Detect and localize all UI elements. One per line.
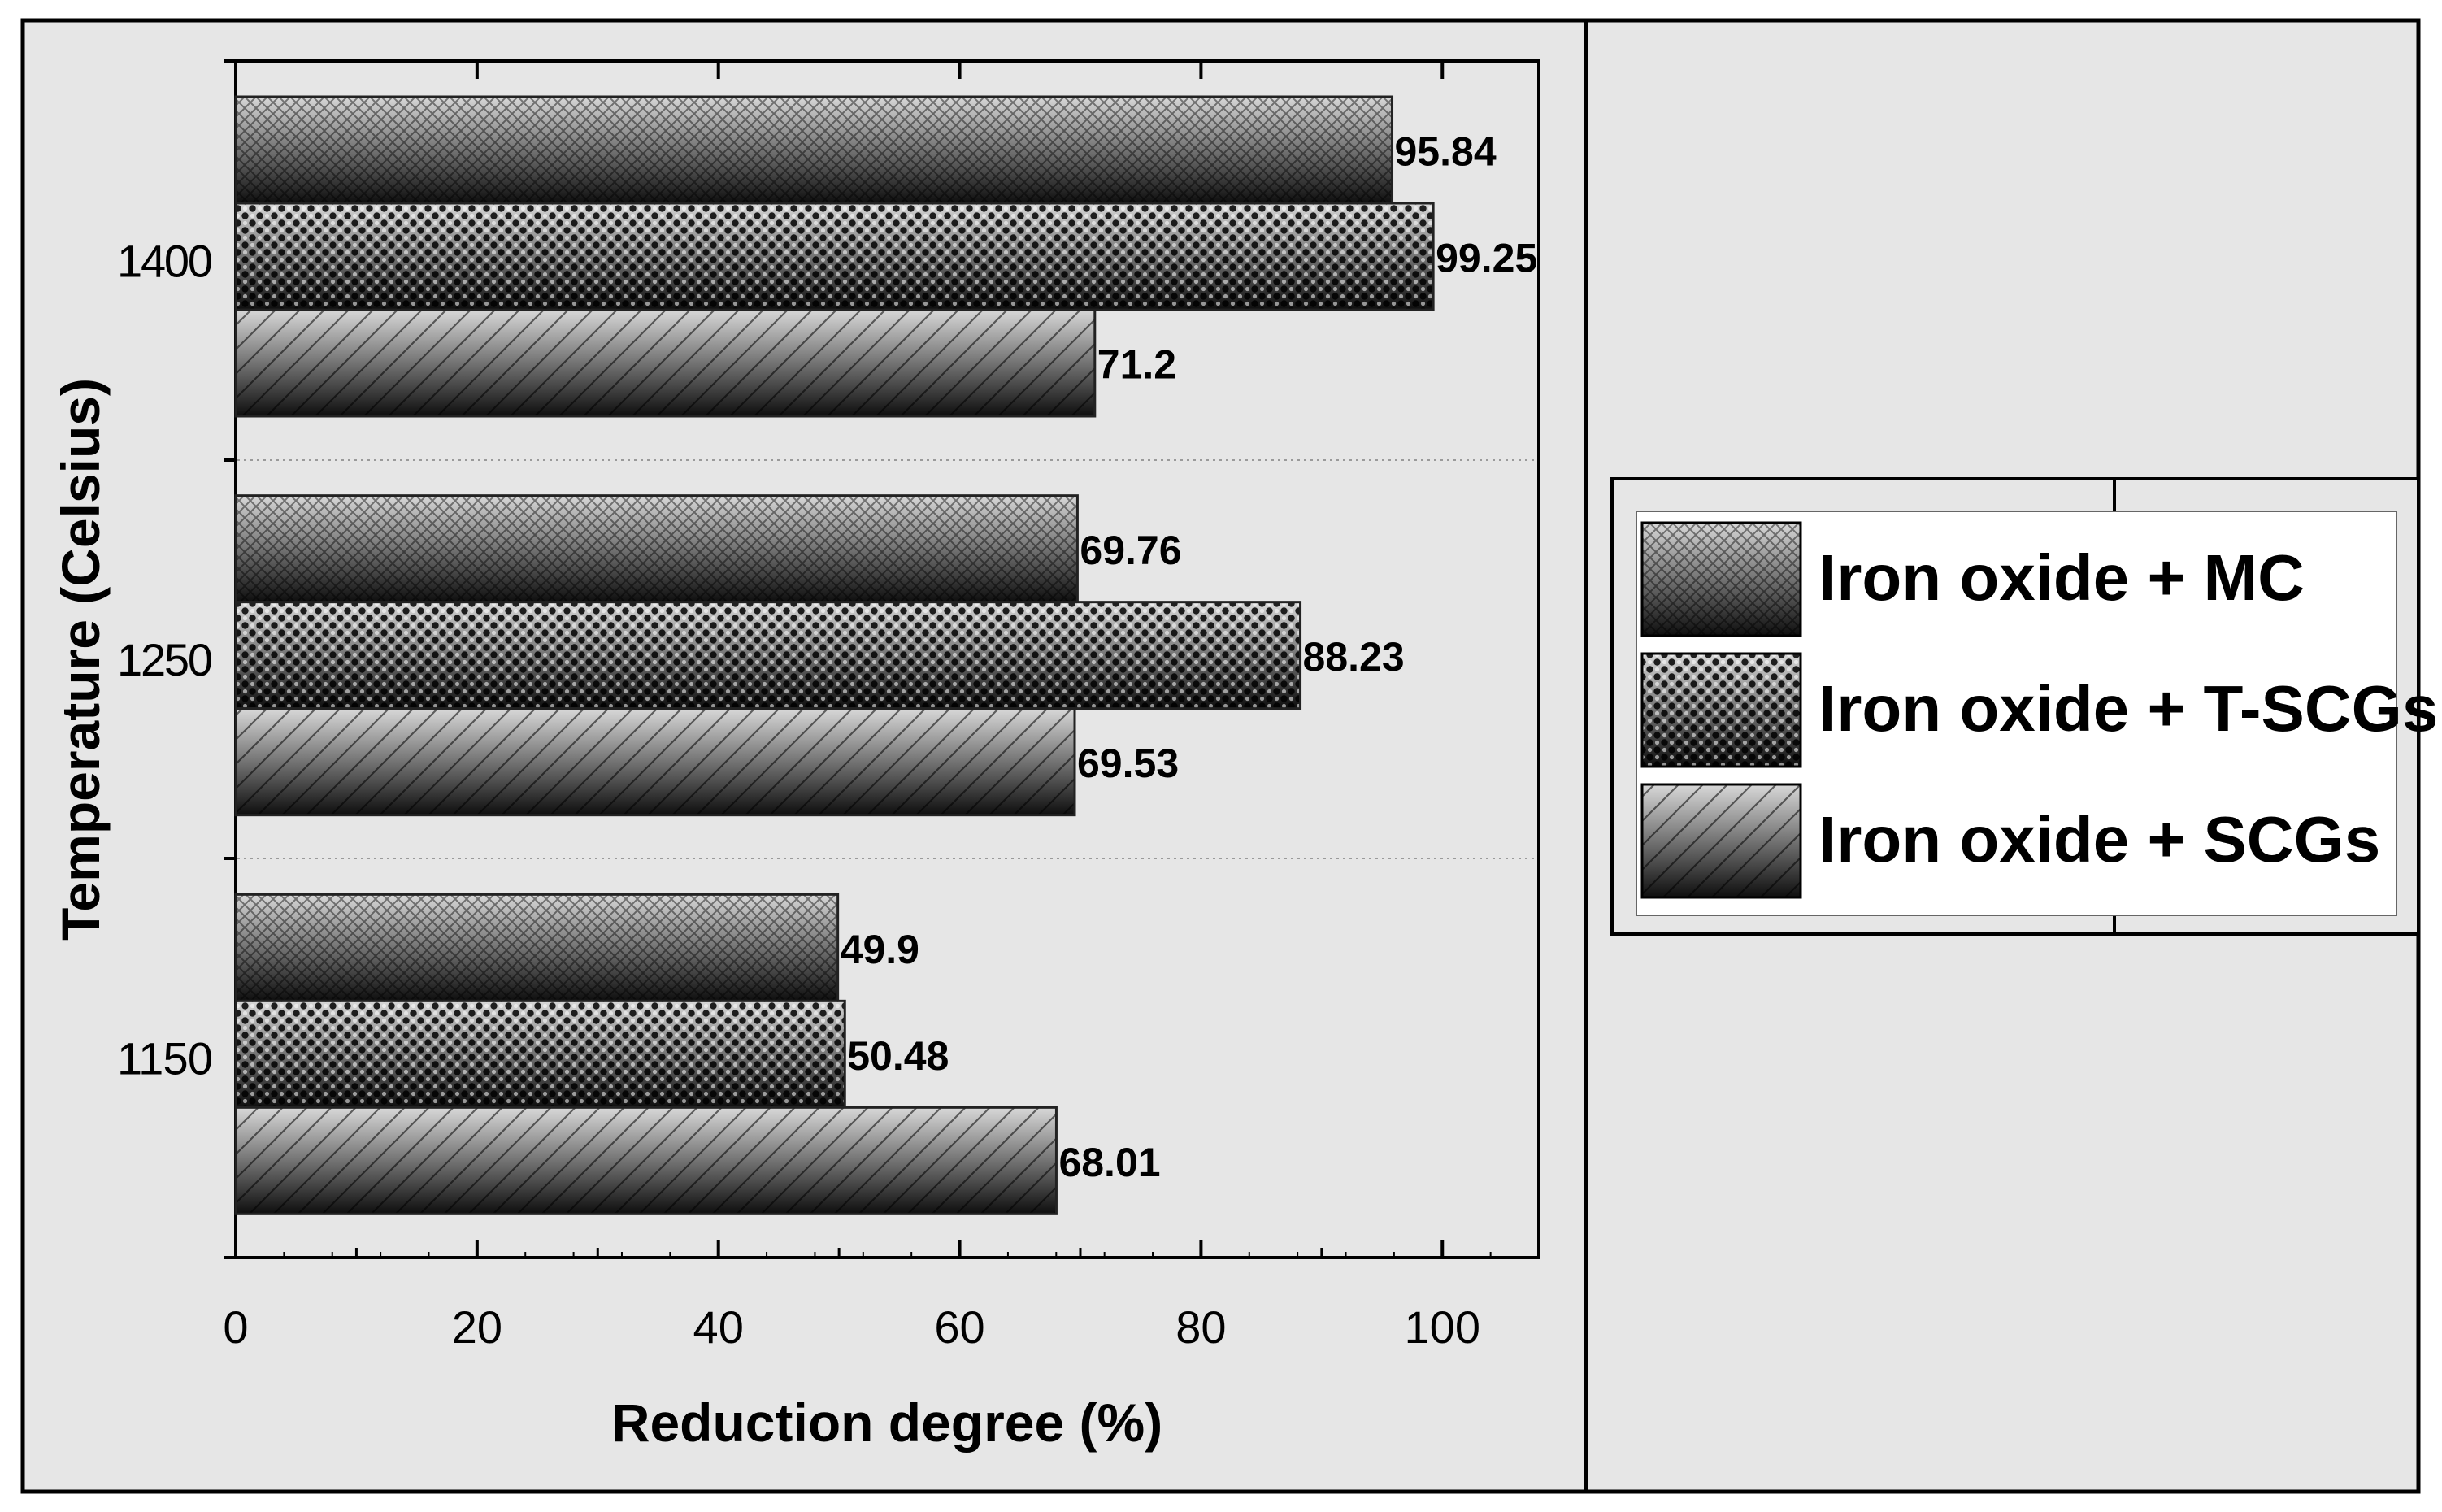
x-tick-label: 0 bbox=[223, 1301, 248, 1353]
bar-pattern bbox=[234, 202, 1435, 311]
legend-label: Iron oxide + MC bbox=[1818, 541, 2305, 614]
bars-layer: 49.9 50.48 68.01 69.76 88.23 69.53 95.84 99.25 7… bbox=[234, 95, 1537, 1215]
legend: Iron oxide + MC Iron oxide + T-SCGs Iron o… bbox=[1640, 521, 2438, 899]
bar-pattern bbox=[234, 308, 1097, 418]
bar-pattern bbox=[234, 95, 1394, 205]
x-tick-label: 80 bbox=[1175, 1301, 1226, 1353]
bar-pattern bbox=[234, 494, 1079, 604]
data-label: 69.76 bbox=[1080, 528, 1181, 573]
legend-label: Iron oxide + SCGs bbox=[1818, 803, 2380, 875]
data-label: 71.2 bbox=[1097, 342, 1176, 388]
bar-pattern bbox=[234, 1106, 1058, 1215]
x-tick-label: 100 bbox=[1405, 1301, 1480, 1353]
bar-pattern bbox=[234, 893, 840, 1002]
y-tick-label: 1250 bbox=[117, 634, 213, 685]
bar-pattern bbox=[234, 601, 1302, 710]
data-label: 49.9 bbox=[841, 927, 919, 972]
legend-swatch-pattern bbox=[1640, 652, 1802, 768]
x-tick-label: 20 bbox=[452, 1301, 502, 1353]
bar-pattern bbox=[234, 707, 1076, 817]
data-label: 50.48 bbox=[847, 1033, 949, 1079]
x-tick-label: 60 bbox=[934, 1301, 984, 1353]
data-label: 95.84 bbox=[1395, 129, 1497, 175]
data-label: 68.01 bbox=[1058, 1140, 1160, 1185]
y-tick-label: 1400 bbox=[117, 235, 213, 286]
data-label: 88.23 bbox=[1303, 634, 1405, 680]
data-label: 99.25 bbox=[1436, 236, 1537, 281]
data-label: 69.53 bbox=[1077, 741, 1179, 786]
x-tick-label: 40 bbox=[693, 1301, 744, 1353]
bar-pattern bbox=[234, 999, 846, 1109]
legend-swatch-pattern bbox=[1640, 521, 1802, 637]
x-axis-title: Reduction degree (%) bbox=[611, 1393, 1162, 1453]
y-axis: 1150 1250 1400 bbox=[117, 235, 213, 1084]
y-axis-title: Temperature (Celsius) bbox=[50, 378, 111, 941]
x-axis: 0 20 40 60 80 100 bbox=[223, 61, 1492, 1353]
legend-swatch-pattern bbox=[1640, 783, 1802, 899]
legend-label: Iron oxide + T-SCGs bbox=[1818, 672, 2438, 745]
y-tick-label: 1150 bbox=[117, 1033, 213, 1084]
